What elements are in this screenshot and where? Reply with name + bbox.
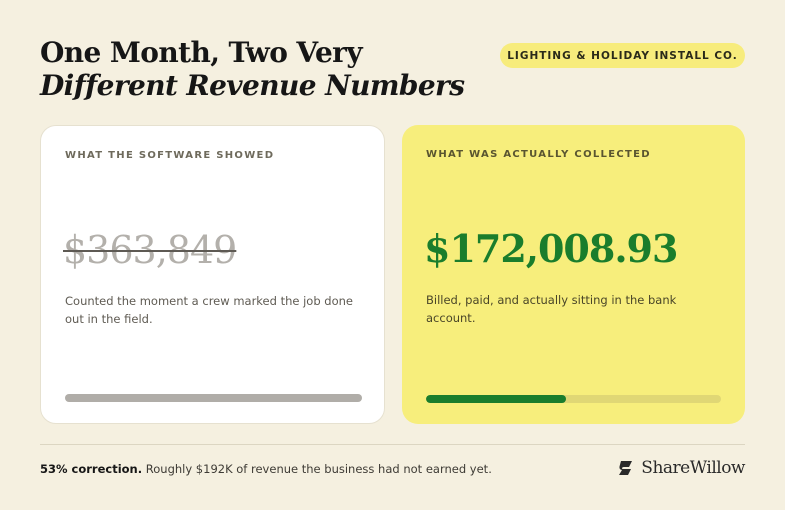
collected-card: WHAT WAS ACTUALLY COLLECTED $172,008.93 … [402,125,745,424]
collected-bar-track [426,395,721,403]
collected-card-label: WHAT WAS ACTUALLY COLLECTED [426,149,651,160]
software-bar [65,394,362,402]
collected-bar-fill [426,395,566,403]
sharewillow-logo-icon [619,461,633,475]
footnote-highlight: 53% correction. [40,462,143,476]
collected-description: Billed, paid, and actually sitting in th… [426,293,677,325]
software-card-label: WHAT THE SOFTWARE SHOWED [65,150,275,161]
title-line-2: Different Revenue Numbers [40,69,465,102]
footnote-text: Roughly $192K of revenue the business ha… [142,462,492,476]
software-description: Counted the moment a crew marked the job… [65,294,353,326]
software-amount: $363,849 [63,228,237,272]
footnote: 53% correction. Roughly $192K of revenue… [40,462,492,476]
footer-divider [40,444,745,445]
company-badge: LIGHTING & HOLIDAY INSTALL CO. [500,43,745,68]
page-title: One Month, Two Very Different Revenue Nu… [40,36,465,102]
brand-name: ShareWillow [641,458,745,478]
brand-logo: ShareWillow [617,458,745,478]
software-card: WHAT THE SOFTWARE SHOWED $363,849 Counte… [40,125,385,424]
collected-amount: $172,008.93 [424,226,678,271]
title-line-1: One Month, Two Very [40,36,363,69]
